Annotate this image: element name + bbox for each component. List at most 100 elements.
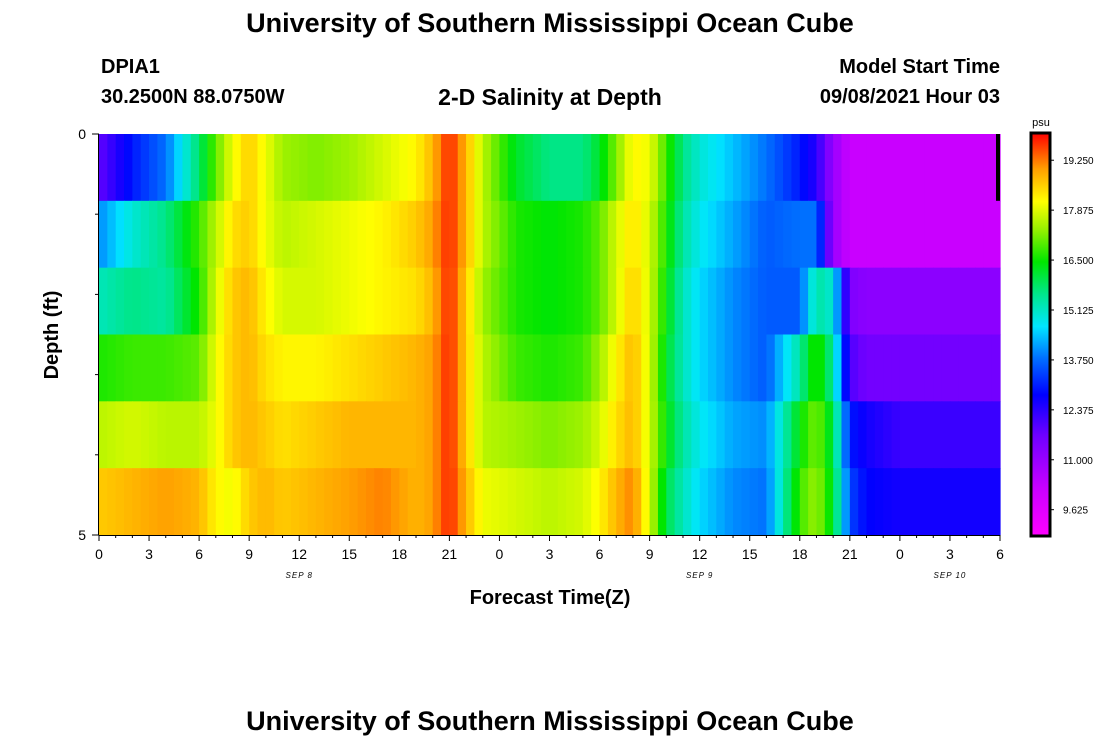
heatmap-cell (816, 134, 826, 202)
heatmap-cell (799, 334, 809, 402)
heatmap-cell (466, 134, 476, 202)
heatmap-cell (207, 200, 217, 269)
heatmap-cell (115, 468, 125, 536)
heatmap-cell (407, 334, 417, 402)
heatmap-cell (140, 200, 150, 269)
heatmap-cell (257, 468, 267, 536)
heatmap-cell (641, 134, 651, 202)
heatmap-cell (340, 334, 350, 402)
heatmap-cell (908, 468, 918, 536)
heatmap-cell (566, 334, 576, 402)
heatmap-cell (557, 401, 567, 469)
model-start-label: Model Start Time (839, 56, 1000, 78)
heatmap-cell (758, 401, 767, 469)
heatmap-cell (274, 267, 284, 336)
heatmap-cell (224, 401, 234, 469)
heatmap-cell (290, 267, 300, 336)
heatmap-cell (365, 200, 375, 269)
heatmap-cell (791, 334, 801, 402)
heatmap-cell (674, 267, 684, 336)
heatmap-cell (958, 134, 968, 202)
heatmap-cell (224, 267, 234, 336)
heatmap-cell (174, 267, 184, 336)
station-id: DPIA1 (101, 56, 160, 78)
heatmap-cell (524, 267, 534, 336)
heatmap-cell (124, 134, 133, 202)
heatmap-cell (149, 200, 158, 269)
heatmap-cell (190, 468, 200, 536)
heatmap-cell (949, 200, 959, 269)
heatmap-cell (791, 401, 801, 469)
heatmap-cell (424, 334, 434, 402)
heatmap-cell (657, 267, 667, 336)
heatmap-cell (149, 334, 158, 402)
heatmap-cell (307, 267, 317, 336)
heatmap-cell (441, 468, 450, 536)
heatmap-cell (574, 334, 584, 402)
heatmap-cell (157, 267, 167, 336)
heatmap-cell (474, 134, 484, 202)
heatmap-cell (958, 334, 968, 402)
heatmap-cell (983, 401, 993, 469)
heatmap-cell (916, 200, 926, 269)
heatmap-cell (416, 267, 425, 336)
heatmap-cell (699, 134, 709, 202)
heatmap-cell (599, 334, 609, 402)
heatmap-cell (716, 401, 726, 469)
x-tick-label: 9 (245, 546, 253, 562)
heatmap-cell (741, 401, 751, 469)
heatmap-cell (315, 468, 325, 536)
heatmap-cell (849, 200, 859, 269)
heatmap-cell (566, 401, 576, 469)
heatmap-cell (616, 468, 626, 536)
heatmap-cell (349, 468, 359, 536)
heatmap-cell (649, 200, 659, 269)
heatmap-cell (324, 134, 334, 202)
heatmap-cell (449, 267, 459, 336)
heatmap-cell (99, 401, 108, 469)
heatmap-cell (858, 334, 868, 402)
heatmap-cell (649, 134, 659, 202)
heatmap-cell (482, 334, 492, 402)
heatmap-cell (783, 200, 793, 269)
heatmap-cell (924, 334, 934, 402)
heatmap-cell (716, 468, 726, 536)
heatmap-cell (716, 200, 726, 269)
heatmap-cell (165, 468, 175, 536)
heatmap-cell (424, 267, 434, 336)
heatmap-cell (182, 134, 192, 202)
heatmap-cell (841, 134, 851, 202)
heatmap-cell (657, 468, 667, 536)
heatmap-cell (365, 468, 375, 536)
heatmap-cell (632, 401, 642, 469)
x-tick-label: 3 (145, 546, 153, 562)
heatmap-cell (866, 200, 876, 269)
heatmap-cell (107, 134, 117, 202)
heatmap-cell (549, 401, 559, 469)
heatmap-cell (324, 200, 334, 269)
heatmap-cell (991, 200, 1001, 269)
heatmap-cell (741, 200, 751, 269)
heatmap-cell (140, 134, 150, 202)
heatmap-cell (482, 267, 492, 336)
heatmap-cell (557, 200, 567, 269)
heatmap-cell (591, 334, 601, 402)
heatmap-cell (507, 134, 517, 202)
heatmap-cell (382, 334, 392, 402)
heatmap-cell (733, 468, 742, 536)
heatmap-cell (808, 401, 818, 469)
heatmap-cell (124, 334, 133, 402)
heatmap-cell (641, 401, 651, 469)
heatmap-cell (399, 200, 409, 269)
heatmap-cell (307, 334, 317, 402)
heatmap-cell (724, 267, 734, 336)
heatmap-cell (474, 401, 484, 469)
heatmap-cell (541, 334, 551, 402)
heatmap-cell (566, 267, 576, 336)
heatmap-cell (532, 334, 542, 402)
heatmap-cell (349, 334, 359, 402)
heatmap-cell (574, 468, 584, 536)
heatmap-cell (908, 334, 918, 402)
heatmap-cell (733, 267, 742, 336)
heatmap-cell (290, 401, 300, 469)
